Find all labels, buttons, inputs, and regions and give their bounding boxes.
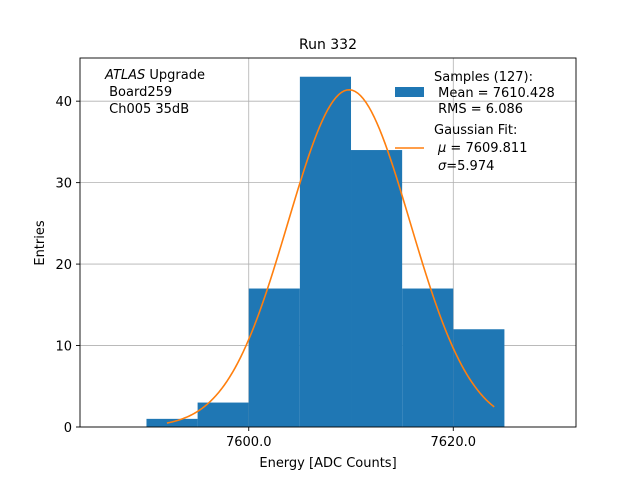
legend-fit-sigma: σ=5.974 <box>438 159 494 174</box>
histogram-bar-4 <box>351 150 403 427</box>
legend-mu-symbol: μ <box>437 141 446 156</box>
legend-sigma-symbol: σ <box>438 159 447 174</box>
y-tick-label-2: 20 <box>55 258 72 273</box>
y-tick-label-0: 0 <box>64 421 72 436</box>
chart-title: Run 332 <box>299 37 357 53</box>
gaussian-fit-curve <box>166 88 495 424</box>
annotation-line-1: ATLAS Upgrade <box>104 68 205 83</box>
legend-fit-title: Gaussian Fit: <box>434 123 517 138</box>
legend-samples-mean: Mean = 7610.428 <box>434 86 555 101</box>
annotation-atlas-word: ATLAS <box>104 68 145 83</box>
x-axis-label: Energy [ADC Counts] <box>259 456 396 471</box>
annotation-line-2: Board259 <box>105 85 172 100</box>
histogram-bar-0 <box>146 418 198 427</box>
legend-sigma-value: =5.974 <box>446 159 494 174</box>
y-tick-label-3: 30 <box>55 177 72 192</box>
histogram-bar-3 <box>299 76 352 427</box>
histogram-bar-2 <box>248 288 300 427</box>
legend: Samples (127): Mean = 7610.428 RMS = 6.0… <box>395 70 555 174</box>
legend-samples-rms: RMS = 6.086 <box>434 102 523 117</box>
legend-mu-value: = 7609.811 <box>446 141 527 156</box>
x-tick-label-1: 7620.0 <box>431 435 477 450</box>
axis-ticks: 7600.0 7620.0 0 10 20 30 40 <box>55 95 476 450</box>
atlas-annotation: ATLAS Upgrade Board259 Ch005 35dB <box>104 68 205 117</box>
y-tick-label-1: 10 <box>55 340 72 355</box>
y-axis-label: Entries <box>33 220 48 266</box>
y-tick-label-4: 40 <box>55 95 72 110</box>
histogram-bars <box>146 76 505 427</box>
legend-fit-mu: μ = 7609.811 <box>437 141 527 156</box>
annotation-line-3: Ch005 35dB <box>105 102 189 117</box>
legend-samples-swatch <box>395 87 424 97</box>
legend-samples-title: Samples (127): <box>434 70 533 85</box>
histogram-bar-6 <box>453 329 505 427</box>
plot-frame <box>79 57 577 428</box>
x-tick-label-0: 7600.0 <box>226 435 272 450</box>
histogram-bar-5 <box>402 288 454 427</box>
annotation-upgrade-word: Upgrade <box>145 68 205 83</box>
histogram-bar-1 <box>197 402 249 427</box>
